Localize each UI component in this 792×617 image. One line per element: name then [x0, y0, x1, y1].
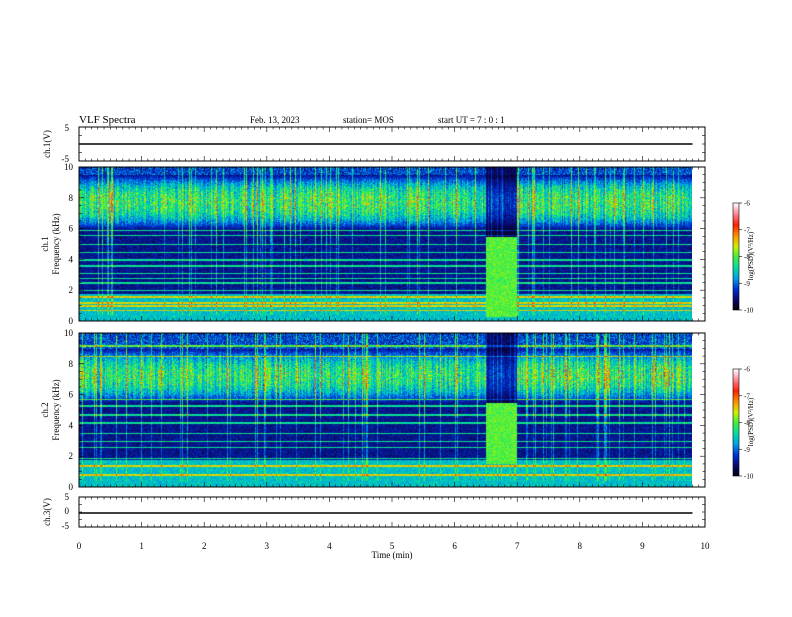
ch3-waveform-ylabel: ch.3(V) — [42, 498, 52, 526]
time-axis-tick-labels: 0 1 2 3 4 5 6 7 8 9 10 — [77, 541, 710, 551]
spectrogram-ytick-label: 10 — [64, 162, 74, 172]
spectrogram-ytick-label: 8 — [69, 193, 74, 203]
ch1-ytick-top: 5 — [65, 123, 70, 133]
x-tick-label: 6 — [452, 541, 457, 551]
x-tick-label: 2 — [202, 541, 207, 551]
colorbar-tick-label: -10 — [744, 307, 754, 315]
ch2-spectrogram-ylabel-2: Frequency (kHz) — [51, 379, 61, 440]
ch3-ytick-bottom: -5 — [62, 521, 70, 531]
colorbar-tick-label: -8 — [744, 419, 750, 427]
spectrogram-ytick-label: 4 — [69, 254, 74, 264]
x-tick-label: 1 — [139, 541, 144, 551]
ch2-spectrogram-ytick-labels: 0 2 4 6 8 10 — [64, 328, 74, 492]
x-tick-label: 4 — [327, 541, 332, 551]
x-tick-label: 7 — [515, 541, 520, 551]
ch1-colorbar — [733, 203, 739, 310]
x-tick-label: 5 — [390, 541, 395, 551]
x-tick-label: 8 — [578, 541, 583, 551]
time-axis-label: Time (min) — [372, 550, 413, 560]
ch2-spectrogram-image — [79, 333, 692, 487]
ch1-colorbar-label: log(PSD)(V²/Hz) — [747, 231, 755, 280]
colorbar-tick-label: -9 — [744, 446, 750, 454]
ch1-spectrogram-ylabel-2: Frequency (kHz) — [51, 213, 61, 274]
x-tick-label: 10 — [701, 541, 711, 551]
spectrogram-ytick-label: 0 — [69, 482, 74, 492]
axis-ticks — [78, 126, 706, 528]
ch1-spectrogram-image — [79, 167, 692, 321]
ch1-colorbar-ticks: -6 -7 -8 -9 -10 — [739, 200, 754, 315]
ch1-spectrogram-ytick-labels: 0 2 4 6 8 10 — [64, 162, 74, 326]
spectrogram-ytick-label: 4 — [69, 420, 74, 430]
ch2-colorbar-ticks: -6 -7 -8 -9 -10 — [739, 366, 754, 481]
header-date: Feb. 13, 2023 — [250, 115, 300, 125]
header-station: station= MOS — [343, 115, 394, 125]
spectrogram-ytick-label: 6 — [69, 224, 74, 234]
x-tick-label: 9 — [640, 541, 645, 551]
colorbar-tick-label: -6 — [744, 366, 750, 374]
spectrogram-ytick-label: 2 — [69, 285, 74, 295]
ch2-colorbar — [733, 369, 739, 476]
ch3-ytick-mid: 0 — [65, 506, 70, 516]
spectrogram-ytick-label: 2 — [69, 451, 74, 461]
ch1-spectrogram-ylabel-1: ch.1 — [40, 236, 50, 251]
spectrogram-ytick-label: 10 — [64, 328, 74, 338]
x-tick-label: 0 — [77, 541, 82, 551]
spectrogram-ytick-label: 6 — [69, 390, 74, 400]
ch1-ytick-bottom: -5 — [62, 154, 70, 164]
colorbar-tick-label: -10 — [744, 473, 754, 481]
spectrogram-ytick-label: 8 — [69, 359, 74, 369]
colorbar-tick-label: -8 — [744, 253, 750, 261]
header-start-time: start UT = 7 : 0 : 1 — [438, 115, 505, 125]
colorbar-tick-label: -6 — [744, 200, 750, 208]
ch3-ytick-top: 5 — [65, 492, 70, 502]
colorbar-tick-label: -9 — [744, 280, 750, 288]
colorbar-tick-label: -7 — [744, 226, 750, 234]
spectrogram-ytick-label: 0 — [69, 316, 74, 326]
ch1-waveform-ylabel: ch.1(V) — [42, 130, 52, 158]
x-tick-label: 3 — [265, 541, 270, 551]
figure-title: VLF Spectra — [79, 114, 136, 126]
ch2-spectrogram-ylabel-1: ch.2 — [40, 402, 50, 417]
ch2-colorbar-label: log(PSD)(V²/Hz) — [747, 397, 755, 446]
colorbar-tick-label: -7 — [744, 392, 750, 400]
